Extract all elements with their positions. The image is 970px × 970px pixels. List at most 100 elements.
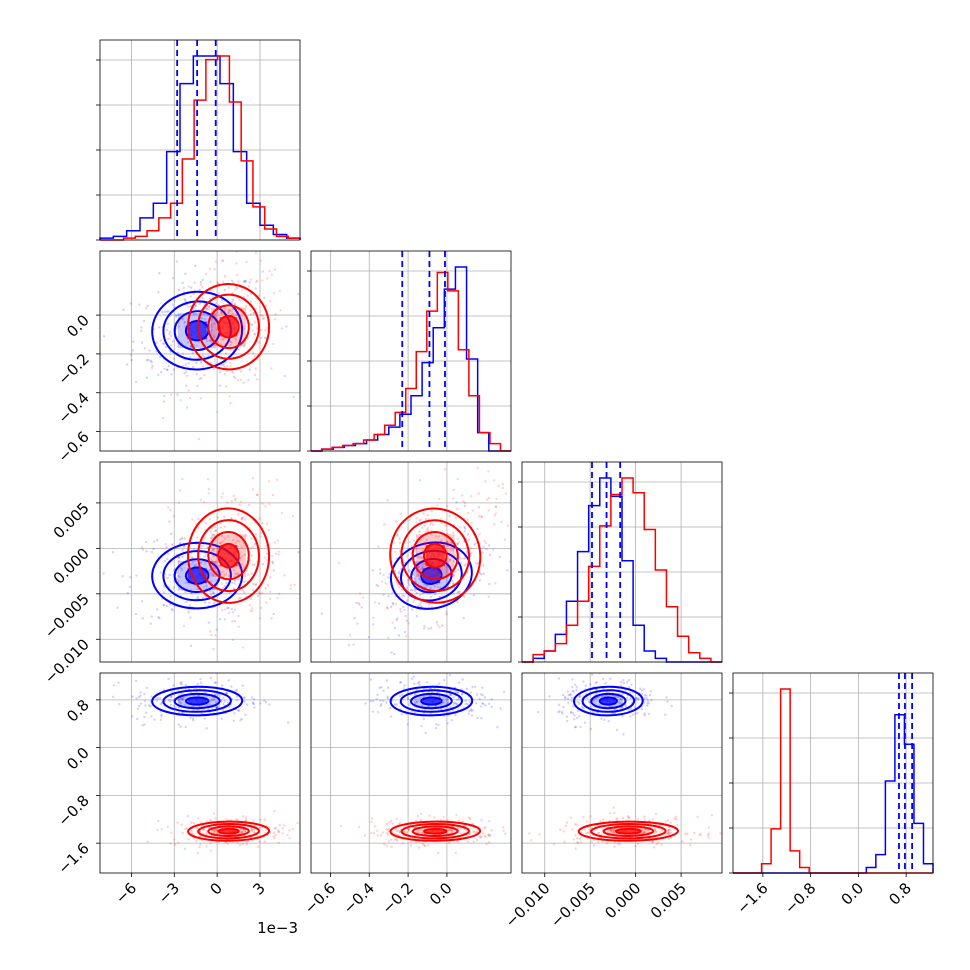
scatter-point xyxy=(487,841,491,844)
scatter-point xyxy=(185,336,189,339)
scatter-point xyxy=(412,675,416,678)
scatter-point xyxy=(251,351,255,354)
scatter-point xyxy=(234,572,237,576)
scatter-point xyxy=(177,325,180,328)
scatter-point xyxy=(203,827,206,831)
x-tick-label: 3 xyxy=(249,879,268,898)
scatter-point xyxy=(128,585,132,589)
scatter-point xyxy=(240,555,244,558)
scatter-point xyxy=(613,845,616,848)
scatter-point xyxy=(622,678,625,682)
scatter-point xyxy=(155,341,158,345)
scatter-point xyxy=(688,843,692,847)
scatter-point xyxy=(413,701,417,705)
scatter-point xyxy=(213,562,216,565)
scatter-point xyxy=(592,700,595,704)
density-core xyxy=(219,545,238,567)
scatter-point xyxy=(610,828,614,831)
scatter-point xyxy=(456,691,460,694)
scatter-point xyxy=(586,696,589,700)
scatter-point xyxy=(102,572,105,575)
scatter-point xyxy=(391,591,394,594)
y-tick-label: −1.6 xyxy=(54,839,92,877)
scatter-point xyxy=(166,368,169,372)
scatter-point xyxy=(683,832,687,836)
scatter-point xyxy=(710,814,714,817)
scatter-point xyxy=(421,563,424,566)
scatter-point xyxy=(215,705,218,709)
scatter-point xyxy=(197,817,200,820)
scatter-point xyxy=(567,701,570,704)
scatter-point xyxy=(236,818,239,822)
scatter-point xyxy=(222,702,225,706)
scatter-point xyxy=(256,493,259,496)
scatter-point xyxy=(255,378,259,381)
scatter-point xyxy=(643,713,646,717)
scatter-point xyxy=(236,246,238,248)
scatter-point xyxy=(189,286,193,289)
scatter-point xyxy=(458,557,462,560)
scatter-point xyxy=(199,498,203,502)
scatter-point xyxy=(381,699,385,703)
scatter-point xyxy=(597,831,600,835)
scatter-point xyxy=(251,477,255,480)
scatter-point xyxy=(170,696,173,699)
scatter-point xyxy=(157,616,160,619)
scatter-point xyxy=(187,838,190,841)
scatter-point xyxy=(130,358,133,362)
scatter-point xyxy=(223,274,227,278)
scatter-point xyxy=(224,352,228,355)
scatter-point xyxy=(478,579,482,582)
scatter-point xyxy=(270,617,273,620)
scatter-point xyxy=(243,553,246,557)
scatter-point xyxy=(139,691,142,694)
scatter-point xyxy=(249,597,253,601)
scatter-point xyxy=(412,539,415,542)
scatter-point xyxy=(208,305,211,308)
scatter-point xyxy=(201,365,205,369)
scatter-point xyxy=(408,583,411,587)
scatter-point xyxy=(636,711,639,715)
scatter-point xyxy=(236,378,239,382)
panel-content xyxy=(102,477,300,651)
scatter-point xyxy=(583,828,586,831)
scatter-point xyxy=(647,712,651,716)
scatter-point xyxy=(385,606,389,609)
scatter-point xyxy=(162,342,166,346)
scatter-point xyxy=(235,251,238,253)
scatter-point xyxy=(242,295,246,299)
scatter-point xyxy=(221,571,225,574)
contour-level-3 xyxy=(389,507,482,604)
scatter-point xyxy=(357,601,360,605)
scatter-point xyxy=(451,497,455,500)
scatter-point xyxy=(157,819,160,823)
scatter-point xyxy=(193,575,196,578)
scatter-point xyxy=(221,540,224,543)
scatter-point xyxy=(234,285,238,288)
scatter-point xyxy=(182,624,186,628)
scatter-point xyxy=(229,344,232,347)
scatter-point xyxy=(454,690,457,694)
scatter-point xyxy=(212,831,216,834)
density-core xyxy=(601,697,616,705)
scatter-point xyxy=(406,696,409,699)
scatter-point xyxy=(191,556,195,560)
scatter-point xyxy=(172,299,176,302)
scatter-point xyxy=(151,364,154,368)
scatter-point xyxy=(233,620,237,623)
scatter-point xyxy=(563,840,566,844)
scatter-point xyxy=(446,722,449,725)
scatter-point xyxy=(640,831,644,835)
scatter-point xyxy=(482,545,485,549)
scatter-point xyxy=(616,842,620,846)
scatter-point xyxy=(670,704,673,708)
scatter-point xyxy=(232,281,235,284)
scatter-point xyxy=(651,840,655,843)
scatter-point xyxy=(244,279,247,283)
scatter-point xyxy=(241,684,244,687)
scatter-point xyxy=(250,537,253,540)
scatter-point xyxy=(168,337,171,340)
y-tick-label: −0.010 xyxy=(41,635,93,687)
scatter-point xyxy=(405,554,409,558)
scatter-point xyxy=(445,710,448,714)
